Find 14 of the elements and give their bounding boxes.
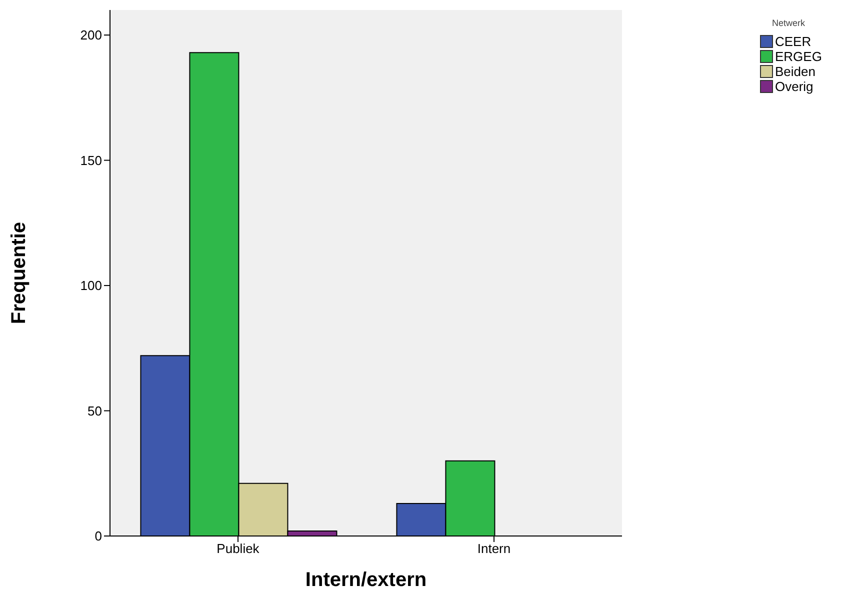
legend-label: ERGEG — [775, 49, 822, 64]
y-tick-label: 0 — [94, 528, 102, 544]
y-axis-title: Frequentie — [8, 222, 30, 324]
y-tick-label: 200 — [80, 28, 102, 43]
x-tick-label: Intern — [477, 541, 511, 556]
legend-label: Beiden — [775, 64, 816, 79]
legend-title: Netwerk — [772, 18, 806, 28]
x-tick-label: Publiek — [216, 541, 260, 556]
y-tick-label: 50 — [88, 403, 102, 418]
legend-label: CEER — [775, 34, 812, 49]
x-axis-title: Intern/extern — [305, 569, 427, 591]
y-tick-label: 150 — [80, 152, 102, 168]
legend-label: Overig — [775, 79, 814, 94]
y-tick-label: 100 — [80, 278, 102, 294]
